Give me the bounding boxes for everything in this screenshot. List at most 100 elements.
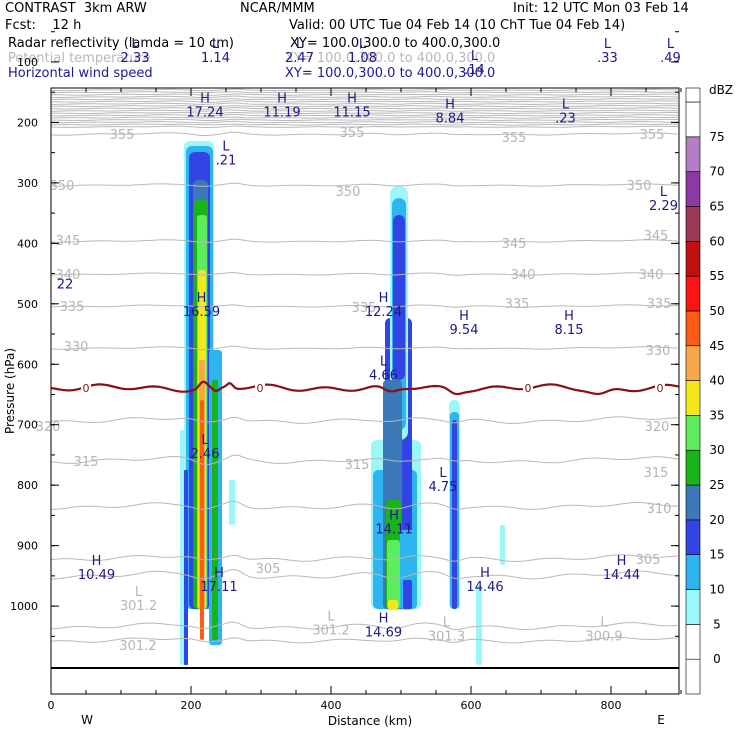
- refl-col1-tail: [229, 480, 235, 525]
- wind-extremum-value: 4.75: [429, 480, 458, 495]
- y-tick-label: 900: [17, 540, 38, 553]
- plot-background: [51, 88, 679, 694]
- colorbar-swatch: [685, 624, 701, 660]
- refl-col2-top-20: [393, 215, 405, 380]
- wind-extremum-value: 16.59: [183, 305, 220, 320]
- wind-extremum-letter: L: [131, 37, 139, 52]
- wind-extremum-value: 10.49: [78, 568, 115, 583]
- theta-surface-letter: L: [327, 609, 335, 624]
- wind-extremum-letter: H: [564, 309, 574, 324]
- wind-extremum-value: 2.29: [649, 199, 678, 214]
- theta-contour-label: 315: [345, 458, 370, 473]
- theta-contour-line: [51, 182, 678, 187]
- plot-axes: 100 200 300 400 500 600 700 800 900 1000 0 200 400 60…: [3, 31, 682, 728]
- theta-strat-line: [51, 102, 678, 105]
- y-tick-label: 800: [17, 479, 38, 492]
- theta-contour-label: 355: [110, 128, 135, 143]
- wind-extremum-letter: L: [667, 37, 675, 52]
- colorbar-swatch: [685, 310, 701, 347]
- wind-extremum-value: 2.47: [285, 51, 314, 66]
- field-label-theta: Potential temperature: [8, 51, 151, 66]
- y-tick-label: 400: [17, 237, 38, 250]
- theta-strat-line: [51, 125, 679, 128]
- zero-label-bg: [255, 382, 265, 393]
- refl-speck: [500, 525, 505, 565]
- zero-line: [51, 380, 679, 396]
- theta-strat-line: [51, 93, 678, 96]
- theta-contour-label: 330: [646, 344, 671, 359]
- theta-strat-line: [51, 109, 679, 112]
- colorbar-level-label: 55: [709, 269, 724, 283]
- x-tick-label: 200: [181, 699, 202, 712]
- theta-contour-label: 345: [56, 234, 81, 249]
- y-tick-label: 700: [17, 419, 38, 432]
- y-tick-label: 100: [17, 56, 38, 69]
- theta-surface-letter: L: [135, 585, 143, 600]
- colorbar-swatch: [685, 345, 701, 381]
- theta-contour-label: 305: [256, 562, 281, 577]
- refl-col1-50dbz: [200, 400, 204, 640]
- theta-strat-line: [51, 116, 678, 119]
- wind-extremum-value: 8.84: [436, 111, 465, 126]
- field-xy-wind: XY= 100.0,300.0 to 400.0,300.0: [285, 66, 496, 81]
- colorbar-swatch: [685, 101, 701, 138]
- colorbar-level-label: 65: [709, 199, 724, 213]
- reflectivity-shading: [180, 141, 505, 665]
- wind-extremum-letter: H: [214, 566, 224, 581]
- colorbar-swatch: [685, 554, 701, 590]
- wind-extremum-value: 14.11: [375, 523, 412, 538]
- direction-west-label: W: [81, 713, 93, 727]
- colorbar-level-label: 15: [709, 548, 724, 562]
- colorbar-swatch: [685, 171, 701, 207]
- wind-extremum-value: 9.54: [450, 323, 479, 338]
- theta-surface-letter: L: [600, 615, 608, 630]
- colorbar-level-label: 10: [709, 583, 724, 597]
- wind-extremum-letter: L: [562, 97, 570, 112]
- theta-strat-line: [51, 112, 678, 115]
- wind-extremum-value: 1.08: [348, 51, 377, 66]
- field-label-wind: Horizontal wind speed: [8, 66, 153, 81]
- wind-extremum-value: 4.66: [369, 368, 398, 383]
- wind-extremum-value: 12.24: [365, 305, 402, 320]
- zero-degree-line: 0 0 0 0: [51, 380, 679, 396]
- theta-contour-line: [51, 304, 679, 308]
- theta-contour-line: [51, 345, 679, 351]
- colorbar-level-label: 35: [709, 408, 724, 422]
- y-tick-label: 300: [17, 177, 38, 190]
- colorbar-level-label: 70: [709, 165, 724, 179]
- theta-strat-line: [51, 105, 678, 108]
- colorbar: 0 5 10 15 20 25 30 35 40 45 50 55 60 65 70 75 dBZ: [685, 83, 733, 695]
- colorbar-level-label: 50: [709, 304, 724, 318]
- refl-col3-20dbz: [452, 420, 457, 610]
- wind-extremum-letter: H: [617, 554, 627, 569]
- theta-strat-line: [51, 118, 679, 121]
- colorbar-level-label: 5: [713, 617, 721, 631]
- theta-surface-value: 301.3: [428, 629, 465, 644]
- wind-extremum-letter: H: [347, 91, 357, 106]
- y-tick-label: 200: [17, 116, 38, 129]
- y-tick-label: 500: [17, 298, 38, 311]
- colorbar-unit: dBZ: [709, 83, 733, 97]
- theta-strat-line: [51, 98, 678, 101]
- colorbar-swatch: [685, 275, 701, 312]
- colorbar-level-label: 40: [709, 374, 724, 388]
- theta-contour-label: 301.2: [119, 639, 156, 654]
- wind-extremum-letter: L: [201, 433, 209, 448]
- theta-strat-line: [51, 123, 678, 126]
- theta-strat-line: [51, 113, 678, 117]
- wind-extremum-value: 2.46: [191, 447, 220, 462]
- wind-extremum-value: 22: [57, 278, 74, 293]
- y-tick-label: 600: [17, 358, 38, 371]
- colorbar-swatch: [685, 519, 701, 556]
- x-tick-label: 0: [48, 699, 55, 712]
- wind-extremum-letter: L: [471, 49, 479, 64]
- theta-contour-label: 355: [502, 131, 527, 146]
- x-tick-label: 400: [321, 699, 342, 712]
- theta-contour-line: [51, 636, 679, 644]
- wind-extremum-letter: L: [439, 466, 447, 481]
- theta-strat-line: [51, 95, 679, 99]
- x-tick-label: 800: [601, 699, 622, 712]
- wind-extremum-value: 1.14: [201, 51, 230, 66]
- theta-contour-label: 335: [60, 300, 85, 315]
- theta-contour-label: 330: [64, 340, 89, 355]
